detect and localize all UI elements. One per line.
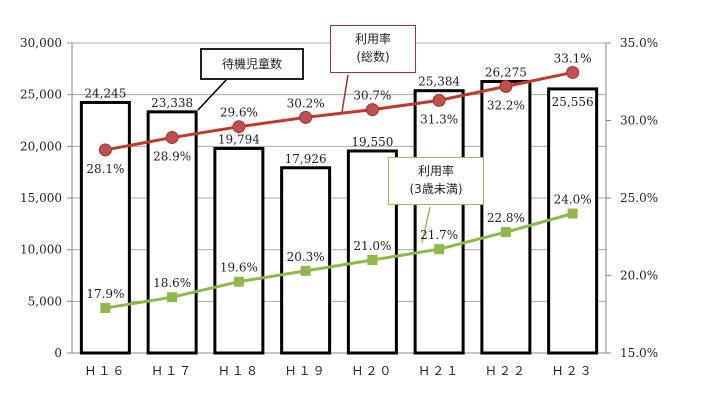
y2-tick-label: 30.0% xyxy=(620,114,658,128)
data-point xyxy=(299,110,313,124)
y-tick-label: 20,000 xyxy=(20,139,62,153)
rate-label: 33.1% xyxy=(554,51,592,65)
data-point xyxy=(500,227,511,238)
data-point xyxy=(98,143,112,157)
data-point xyxy=(432,93,446,107)
callout-total-rate: 利用率 (総数) xyxy=(330,25,416,73)
rate-label: 19.6% xyxy=(220,261,258,275)
callout-leader xyxy=(341,74,349,113)
x-tick-label: Ｈ２２ xyxy=(485,364,527,378)
data-point xyxy=(100,303,111,314)
rate-label: 18.6% xyxy=(153,276,191,290)
y-tick-label: 25,000 xyxy=(20,88,62,102)
callout-leader xyxy=(197,77,229,111)
data-point xyxy=(232,120,246,134)
callout-waiting-children: 待機児童数 xyxy=(200,48,304,80)
x-tick-label: Ｈ２１ xyxy=(418,364,460,378)
rate-label: 21.7% xyxy=(420,228,458,242)
series-line xyxy=(105,212,574,310)
bar xyxy=(480,79,532,355)
bar xyxy=(413,89,465,355)
x-tick-label: Ｈ１９ xyxy=(285,364,327,378)
data-point xyxy=(233,276,244,287)
rate-label: 31.3% xyxy=(420,112,458,126)
series-line xyxy=(105,70,573,152)
x-tick-label: Ｈ１６ xyxy=(84,364,126,378)
callout-under3-rate: 利用率 (3歳未満) xyxy=(388,157,484,205)
rate-label: 29.6% xyxy=(220,106,258,120)
callout-under3-label2: (3歳未満) xyxy=(409,182,463,196)
data-point xyxy=(566,65,580,79)
bar-value-label: 24,245 xyxy=(84,86,126,100)
data-point xyxy=(365,103,379,117)
data-point xyxy=(167,292,178,303)
rate-label: 30.7% xyxy=(353,89,391,103)
data-point xyxy=(434,244,445,255)
y2-tick-label: 15.0% xyxy=(620,346,658,360)
bar xyxy=(79,100,131,355)
callout-total-label1: 利用率 xyxy=(354,32,391,46)
rate-label: 30.2% xyxy=(287,96,325,110)
data-point xyxy=(300,265,311,276)
y2-tick-label: 20.0% xyxy=(620,269,658,283)
bar-value-label: 23,338 xyxy=(151,96,193,110)
bar xyxy=(146,110,198,355)
rate-label: 28.9% xyxy=(153,150,191,164)
bar xyxy=(213,146,265,355)
data-point xyxy=(367,255,378,265)
callout-total-label2: (総数) xyxy=(356,50,390,64)
y2-tick-label: 35.0% xyxy=(620,36,658,50)
callout-waiting-label: 待機児童数 xyxy=(221,57,282,71)
data-point xyxy=(499,79,513,93)
bar-value-label: 19,550 xyxy=(351,135,393,149)
bar-value-label: 26,275 xyxy=(485,65,527,79)
y-tick-label: 10,000 xyxy=(20,243,62,257)
bar xyxy=(547,87,599,355)
rate-label: 22.8% xyxy=(487,211,525,225)
data-point xyxy=(567,208,578,219)
y2-tick-label: 25.0% xyxy=(620,191,658,205)
rate-label: 20.3% xyxy=(287,250,325,264)
rate-label: 32.2% xyxy=(487,98,525,112)
callout-under3-label1: 利用率 xyxy=(417,164,454,178)
rate-label: 24.0% xyxy=(554,193,592,207)
y-tick-label: 30,000 xyxy=(20,36,62,50)
bar-value-label: 25,556 xyxy=(552,95,594,109)
bar xyxy=(280,166,332,355)
rate-label: 28.1% xyxy=(86,162,124,176)
x-tick-label: Ｈ１７ xyxy=(151,364,193,378)
y-tick-label: 15,000 xyxy=(20,191,62,205)
x-tick-label: Ｈ１８ xyxy=(218,364,260,378)
y-tick-label: 5,000 xyxy=(28,294,62,308)
data-point xyxy=(165,131,179,145)
rate-label: 17.9% xyxy=(86,287,124,301)
rate-label: 21.0% xyxy=(353,239,391,253)
bar-value-label: 17,926 xyxy=(285,152,327,166)
y-tick-label: 0 xyxy=(54,346,62,360)
callout-leader xyxy=(421,206,431,244)
x-tick-label: Ｈ２３ xyxy=(552,364,594,378)
bar-value-label: 25,384 xyxy=(418,75,460,89)
x-tick-label: Ｈ２０ xyxy=(351,364,393,378)
bar-value-label: 19,794 xyxy=(218,132,260,146)
